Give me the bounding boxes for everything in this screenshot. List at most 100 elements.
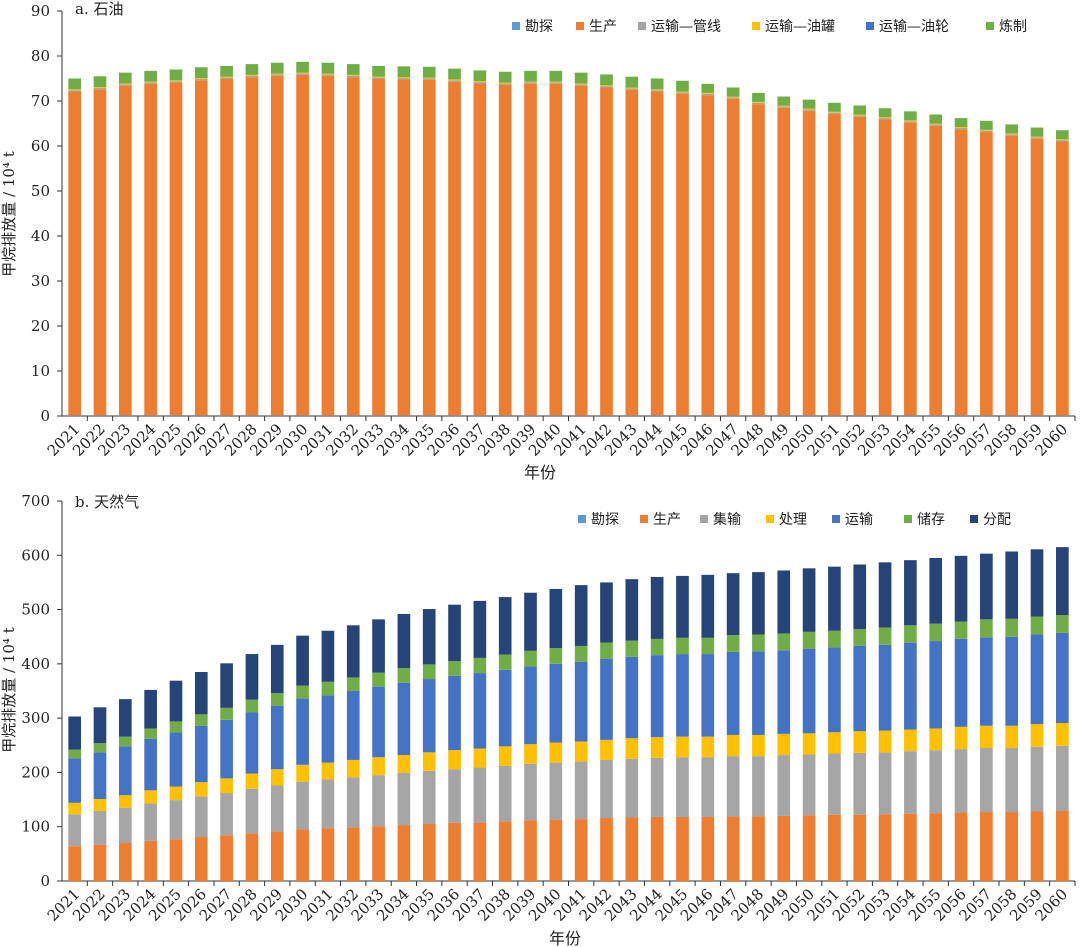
bar-segment (802, 815, 816, 881)
bar-segment (245, 75, 259, 78)
legend-swatch (970, 515, 978, 523)
bar-segment (144, 70, 157, 82)
bar-segment (853, 629, 867, 646)
bar-segment (929, 123, 943, 125)
bar-segment (68, 802, 81, 815)
bar-segment (448, 769, 461, 823)
bar-segment (625, 817, 639, 881)
bar-segment (625, 76, 639, 88)
bar-segment (1030, 137, 1044, 139)
bar-segment (194, 837, 208, 881)
bar-segment (397, 825, 411, 881)
bar-segment (549, 742, 563, 763)
bar-segment (245, 833, 259, 881)
bar-segment (954, 129, 968, 416)
bar-segment (549, 819, 563, 881)
bar-segment (1005, 135, 1019, 416)
bar-segment (954, 621, 968, 639)
bar-segment (954, 812, 968, 881)
bar-segment (676, 816, 689, 881)
bar-segment (828, 112, 841, 115)
bar-segment (904, 642, 917, 730)
bar-segment (853, 105, 867, 115)
bar-segment (980, 725, 993, 748)
bar-segment (498, 597, 512, 655)
legend-label: 分配 (983, 512, 1011, 528)
bar-segment (245, 654, 259, 700)
legend-swatch (576, 22, 584, 30)
bar-segment (1056, 547, 1069, 615)
bar-segment (169, 786, 183, 801)
legend-label: 储存 (917, 512, 945, 528)
bar-segment (650, 737, 664, 758)
bar-segment (752, 756, 765, 817)
bar-segment (372, 686, 385, 758)
bar-segment (853, 115, 867, 117)
bar-segment (828, 566, 841, 631)
legend-swatch (766, 515, 774, 523)
bar-segment (524, 763, 537, 821)
legend-swatch (904, 515, 912, 523)
bar-segment (676, 757, 689, 817)
bar-segment (625, 88, 639, 90)
bar-segment (68, 749, 81, 759)
legend-label: 运输—油罐 (765, 19, 835, 35)
bar-segment (650, 577, 664, 639)
bar-segment (194, 78, 208, 81)
bar-segment (372, 757, 385, 776)
bar-segment (473, 657, 487, 674)
bar-segment (270, 62, 284, 74)
bar-segment (245, 74, 259, 76)
legend-swatch (638, 22, 646, 30)
bar-segment (676, 93, 689, 416)
bar-segment (1005, 124, 1019, 134)
bar-segment (878, 108, 892, 118)
bar-segment (397, 682, 411, 756)
bar-segment (194, 725, 208, 783)
bar-segment (473, 82, 487, 84)
y-axis-label: 甲烷排放量 / 10⁴ t (0, 627, 18, 753)
bar-segment (321, 73, 335, 75)
bar-segment (701, 654, 715, 737)
bar-segment (422, 824, 436, 881)
legend-label: 生产 (653, 512, 681, 528)
bar-segment (929, 114, 943, 124)
bar-segment (296, 61, 309, 73)
bar-segment (422, 79, 436, 416)
y-tick-label: 30 (31, 272, 50, 290)
bar-segment (1005, 748, 1019, 813)
bar-segment (422, 664, 436, 680)
bar-segment (777, 633, 791, 651)
bar-segment (853, 114, 867, 116)
bar-segment (802, 631, 816, 649)
bar-segment (574, 819, 588, 881)
bar-segment (524, 650, 537, 667)
bar-segment (853, 116, 867, 416)
bar-segment (701, 95, 715, 416)
bar-segment (549, 762, 563, 820)
bar-segment (118, 736, 132, 747)
bar-segment (574, 72, 588, 84)
bar-segment (194, 796, 208, 838)
bar-segment (220, 65, 233, 77)
y-tick-label: 50 (31, 182, 50, 200)
bar-segment (600, 739, 613, 760)
bar-segment (1030, 136, 1044, 138)
bar-segment (220, 835, 233, 881)
bar-segment (726, 96, 740, 98)
legend-label: 处理 (779, 512, 807, 528)
y-tick-label: 90 (31, 2, 50, 20)
bar-segment (752, 734, 765, 757)
bar-segment (524, 592, 537, 651)
bar-segment (498, 82, 512, 84)
bar-segment (549, 83, 563, 416)
bar-segment (422, 770, 436, 824)
bar-segment (524, 83, 537, 416)
bar-segment (245, 788, 259, 834)
bar-segment (828, 111, 841, 113)
y-tick-label: 700 (21, 492, 50, 510)
bar-segment (726, 816, 740, 881)
bar-segment (346, 759, 360, 778)
bar-segment (270, 705, 284, 770)
bar-segment (752, 101, 765, 103)
